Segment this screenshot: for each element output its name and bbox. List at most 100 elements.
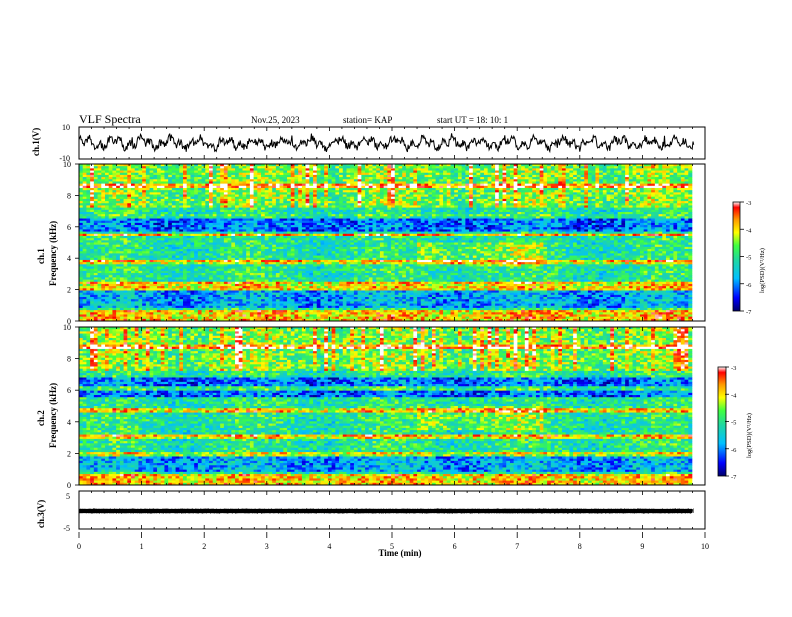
spectrogram-cell <box>175 220 180 224</box>
spectrogram-cell <box>275 244 280 248</box>
spectrogram-cell <box>264 218 269 221</box>
spectrogram-cell <box>290 229 295 232</box>
spectrogram-cell <box>171 273 176 276</box>
spectrogram-cell <box>253 205 258 208</box>
spectrogram-cell <box>105 220 110 224</box>
spectrogram-cell <box>216 246 221 250</box>
spectrogram-cell <box>223 177 228 180</box>
spectrogram-cell <box>235 283 240 287</box>
spectrogram-cell <box>253 281 258 285</box>
spectrogram-cell <box>205 218 210 221</box>
spectrogram-cell <box>309 164 314 167</box>
spectrogram-cell <box>231 190 236 193</box>
spectrogram-cell <box>305 172 310 176</box>
spectrogram-cell <box>123 183 128 187</box>
spectrogram-cell <box>238 283 243 287</box>
spectrogram-cell <box>123 242 128 245</box>
spectrogram-cell <box>249 233 254 237</box>
spectrogram-cell <box>272 259 277 263</box>
spectrogram-cell <box>108 288 113 291</box>
spectrogram-cell <box>105 187 110 191</box>
spectrogram-cell <box>261 242 266 245</box>
spectrogram-cell <box>331 299 336 302</box>
spectrogram-cell <box>231 257 236 261</box>
spectrogram-cell <box>168 203 173 206</box>
spectrogram-cell <box>331 270 336 274</box>
spectrogram-cell <box>264 238 269 241</box>
spectrogram-cell <box>145 222 150 226</box>
spectrogram-cell <box>290 253 295 256</box>
spectrogram-cell <box>164 268 169 272</box>
spectrogram-cell <box>290 299 295 302</box>
spectrogram-cell <box>223 194 228 198</box>
station-label: station= KAP <box>343 115 392 125</box>
spectrogram-cell <box>190 179 195 182</box>
spectrogram-cell <box>97 310 102 313</box>
spectrogram-cell <box>231 299 236 302</box>
spectrogram-cell <box>216 207 221 211</box>
spectrogram-cell <box>290 170 295 174</box>
spectrogram-cell <box>142 179 147 182</box>
spectrogram-cell <box>205 270 210 274</box>
spectrogram-cell <box>249 187 254 191</box>
spectrogram-cell <box>127 259 132 263</box>
spectrogram-cell <box>253 172 258 176</box>
spectrogram-cell <box>134 227 139 230</box>
spectrogram-cell <box>142 205 147 208</box>
spectrogram-cell <box>160 205 165 208</box>
spectrogram-cell <box>160 216 165 219</box>
spectrogram-cell <box>305 307 310 311</box>
spectrogram-cell <box>283 255 288 259</box>
spectrogram-cell <box>105 198 110 202</box>
spectrogram-cell <box>86 181 91 184</box>
spectrogram-cell <box>283 201 288 204</box>
spectrogram-cell <box>287 166 292 169</box>
spectrogram-cell <box>261 214 266 217</box>
spectrogram-cell <box>249 305 254 309</box>
spectrogram-cell <box>290 209 295 213</box>
spectrogram-cell <box>86 251 91 254</box>
spectrogram-cell <box>264 266 269 269</box>
spectrogram-cell <box>309 303 314 307</box>
spectrogram-cell <box>79 164 84 167</box>
spectrogram-cell <box>190 205 195 208</box>
spectrogram-cell <box>283 192 288 195</box>
spectrogram-cell <box>290 270 295 274</box>
spectrogram-cell <box>235 286 240 289</box>
spectrogram-cell <box>134 207 139 211</box>
spectrogram-cell <box>119 192 124 195</box>
spectrogram-cell <box>134 268 139 272</box>
spectrogram-cell <box>149 262 154 265</box>
spectrogram-cell <box>164 209 169 213</box>
spectrogram-cell <box>253 168 258 171</box>
spectrogram-cell <box>160 227 165 230</box>
spectrogram-cell <box>153 281 158 285</box>
spectrogram-cell <box>327 255 332 259</box>
spectrogram-cell <box>142 288 147 291</box>
spectrogram-cell <box>131 229 136 232</box>
spectrogram-cell <box>305 238 310 241</box>
spectrogram-cell <box>305 294 310 298</box>
spectrogram-cell <box>179 216 184 219</box>
spectrogram-cell <box>112 222 117 226</box>
spectrogram-cell <box>305 266 310 269</box>
spectrogram-cell <box>116 214 121 217</box>
spectrogram-cell <box>186 220 191 224</box>
spectrogram-cell <box>309 253 314 256</box>
spectrogram-cell <box>145 277 150 280</box>
spectrogram-cell <box>287 209 292 213</box>
spectrogram-cell <box>201 198 206 202</box>
spectrogram-cell <box>212 279 217 283</box>
spectrogram-cell <box>127 310 132 313</box>
spectrogram-cell <box>227 174 232 178</box>
spectrogram-cell <box>301 229 306 232</box>
spectrogram-cell <box>238 312 243 315</box>
spectrogram-cell <box>290 307 295 311</box>
spectrogram-cell <box>261 255 266 259</box>
spectrogram-cell <box>186 187 191 191</box>
spectrogram-cell <box>186 240 191 243</box>
spectrogram-cell <box>294 290 299 293</box>
spectrogram-cell <box>324 281 329 285</box>
spectrogram-cell <box>205 259 210 263</box>
